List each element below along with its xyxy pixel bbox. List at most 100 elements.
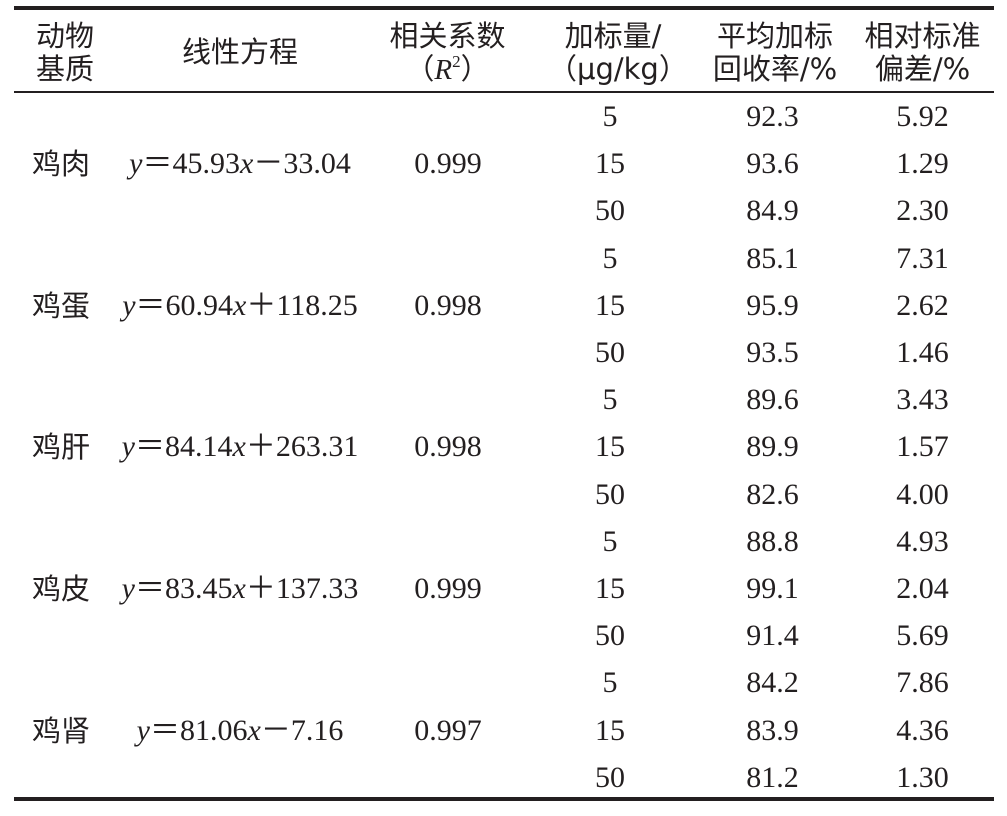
header-equation-label: 线性方程: [181, 35, 298, 69]
header-matrix-line2: 基质: [35, 52, 94, 86]
linear-equation: y＝45.93x－33.04: [110, 146, 370, 182]
rsd-value: 1.29: [896, 147, 949, 181]
equation-y: y: [121, 430, 135, 464]
recovery-value: 84.9: [746, 194, 799, 228]
spike-level: 50: [595, 619, 625, 653]
linear-equation: y＝81.06x－7.16: [110, 713, 370, 749]
recovery-value: 93.5: [746, 336, 799, 369]
equation-coef: 83.45: [165, 572, 233, 605]
linear-equation: y＝84.14x＋263.31: [110, 429, 370, 465]
recovery-value: 93.6: [746, 147, 799, 181]
rsd-value: 2.62: [896, 288, 949, 322]
rsd-value: 7.86: [896, 666, 949, 700]
r2-value: 0.998: [414, 430, 482, 464]
r2-value: 0.999: [414, 147, 482, 181]
spike-level: 5: [602, 241, 618, 275]
recovery-value: 83.9: [746, 713, 799, 747]
equation-x: x: [247, 713, 261, 747]
table-bottom-rule: [14, 797, 994, 801]
recovery-value: 81.2: [746, 760, 799, 794]
header-equation: 线性方程: [150, 36, 330, 69]
table-header-rule: [14, 91, 994, 93]
rsd-value: 4.00: [896, 477, 949, 511]
header-rsd-line2: 偏差/%: [874, 52, 971, 86]
equation-coef: 84.14: [165, 430, 233, 464]
header-r2: 相关系数 （R2）: [375, 20, 520, 87]
equation-x: x: [232, 430, 246, 464]
header-recovery-line2: 回收率/%: [712, 52, 838, 86]
rsd-value: 1.46: [896, 336, 949, 369]
equation-rest: －7.16: [260, 713, 344, 747]
equation-equals: ＝: [135, 288, 166, 322]
linear-equation: y＝83.45x＋137.33: [110, 571, 370, 607]
header-rsd-line1: 相对标准: [864, 19, 981, 53]
recovery-value: 84.2: [746, 666, 799, 700]
header-matrix-line1: 动物: [35, 19, 94, 53]
spike-level: 50: [595, 336, 625, 369]
table-top-rule: [14, 6, 994, 10]
spike-level: 5: [602, 666, 618, 700]
equation-y: y: [136, 713, 150, 747]
header-recovery-line1: 平均加标: [716, 19, 833, 53]
matrix-label: 鸡肝: [32, 430, 91, 465]
header-matrix: 动物 基质: [20, 20, 110, 86]
spike-level: 50: [595, 477, 625, 511]
recovery-value: 99.1: [746, 572, 799, 605]
recovery-value: 95.9: [746, 288, 799, 322]
header-spike-line1: 加标量/: [564, 19, 662, 53]
equation-y: y: [129, 147, 143, 181]
header-r2-line1: 相关系数: [389, 19, 506, 53]
equation-equals: ＝: [142, 147, 173, 181]
equation-equals: ＝: [150, 713, 180, 747]
equation-x: x: [233, 288, 247, 322]
equation-equals: ＝: [135, 430, 165, 464]
header-spike: 加标量/ （μg/kg）: [548, 19, 688, 86]
rsd-value: 4.93: [896, 524, 949, 558]
spike-level: 15: [595, 713, 625, 747]
rsd-value: 4.36: [896, 713, 949, 747]
rsd-value: 5.92: [896, 100, 949, 133]
rsd-value: 3.43: [896, 383, 949, 417]
r2-value: 0.998: [414, 288, 482, 322]
equation-coef: 45.93: [172, 147, 241, 181]
matrix-label: 鸡蛋: [32, 288, 91, 323]
equation-rest: ＋137.33: [245, 572, 359, 605]
recovery-value: 89.6: [746, 383, 799, 417]
header-recovery: 平均加标 回收率/%: [705, 20, 845, 86]
equation-equals: ＝: [135, 572, 165, 605]
recovery-value: 89.9: [746, 430, 799, 464]
rsd-value: 2.30: [896, 194, 949, 228]
matrix-label: 鸡皮: [32, 572, 91, 606]
rsd-value: 1.30: [896, 760, 949, 794]
spike-level: 5: [602, 383, 618, 417]
rsd-value: 7.31: [896, 241, 949, 275]
r2-value: 0.997: [414, 713, 482, 747]
recovery-value: 82.6: [746, 477, 799, 511]
spike-level: 50: [595, 194, 625, 228]
equation-rest: ＋118.25: [246, 288, 358, 322]
spike-level: 5: [602, 524, 618, 558]
rsd-value: 2.04: [896, 572, 949, 605]
equation-rest: ＋263.31: [245, 430, 359, 464]
spike-level: 15: [595, 288, 625, 322]
equation-x: x: [232, 572, 246, 605]
equation-coef: 60.94: [165, 288, 234, 322]
linear-equation: y＝60.94x＋118.25: [110, 288, 370, 324]
matrix-label: 鸡肾: [32, 713, 91, 748]
header-rsd: 相对标准 偏差/%: [855, 20, 990, 86]
equation-y: y: [122, 288, 136, 322]
equation-coef: 81.06: [180, 713, 248, 747]
header-spike-line2: （μg/kg）: [548, 52, 688, 86]
r2-value: 0.999: [414, 572, 482, 605]
spike-level: 15: [595, 147, 625, 181]
recovery-value: 91.4: [746, 619, 799, 653]
equation-y: y: [121, 572, 135, 605]
spike-level: 50: [595, 760, 625, 794]
spike-level: 5: [602, 100, 618, 133]
rsd-value: 1.57: [896, 430, 949, 464]
recovery-value: 92.3: [746, 100, 799, 133]
spike-level: 15: [595, 572, 625, 605]
spike-level: 15: [595, 430, 625, 464]
rsd-value: 5.69: [896, 619, 949, 653]
equation-rest: －33.04: [253, 147, 351, 181]
